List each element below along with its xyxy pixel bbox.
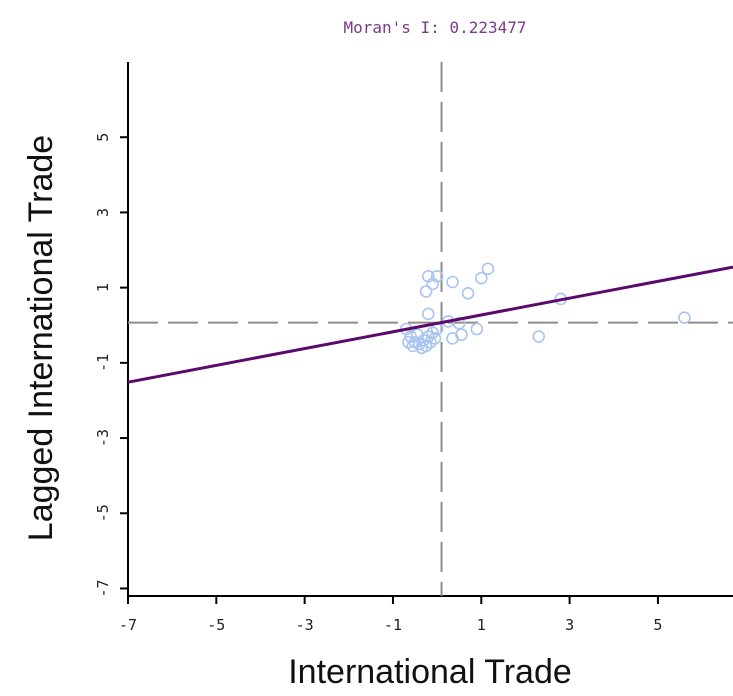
y-tick-label: -1 <box>94 354 112 372</box>
x-tick-label: -1 <box>384 616 402 634</box>
data-point <box>410 328 424 341</box>
x-tick-label: 1 <box>477 616 486 634</box>
data-point <box>474 271 488 285</box>
data-point <box>402 335 415 349</box>
scatter-points <box>399 262 691 355</box>
x-tick-label: 3 <box>565 616 574 634</box>
data-point <box>419 285 433 298</box>
x-tick-label: 5 <box>653 616 662 634</box>
data-point <box>461 286 475 300</box>
y-tick-label: -7 <box>94 579 112 597</box>
data-point <box>446 332 459 345</box>
x-tick-label: -3 <box>296 616 314 634</box>
y-axis-label: Lagged International Trade <box>22 135 60 541</box>
y-tick-label: 1 <box>94 283 112 292</box>
x-axis-ticks: -7 -5 -3 -1 1 3 5 <box>119 596 662 634</box>
y-tick-label: 3 <box>94 208 112 217</box>
data-point <box>419 339 433 353</box>
y-tick-label: 5 <box>94 133 112 142</box>
data-point <box>428 332 442 345</box>
y-axis-ticks: -7 -5 -3 -1 1 3 5 <box>94 133 128 598</box>
data-point <box>532 330 545 343</box>
x-tick-label: -7 <box>119 616 137 634</box>
data-point <box>421 307 435 321</box>
y-tick-label: -3 <box>94 429 112 447</box>
data-point <box>470 322 484 336</box>
chart-title: Moran's I: 0.223477 <box>343 18 526 37</box>
regression-line <box>127 265 733 384</box>
x-tick-label: -5 <box>207 616 225 634</box>
data-point <box>678 311 691 325</box>
plot-area <box>127 62 733 597</box>
data-point <box>446 275 459 289</box>
data-point <box>481 262 495 276</box>
x-axis-label: International Trade <box>288 653 572 691</box>
y-tick-label: -5 <box>94 504 112 522</box>
data-point <box>426 277 440 291</box>
